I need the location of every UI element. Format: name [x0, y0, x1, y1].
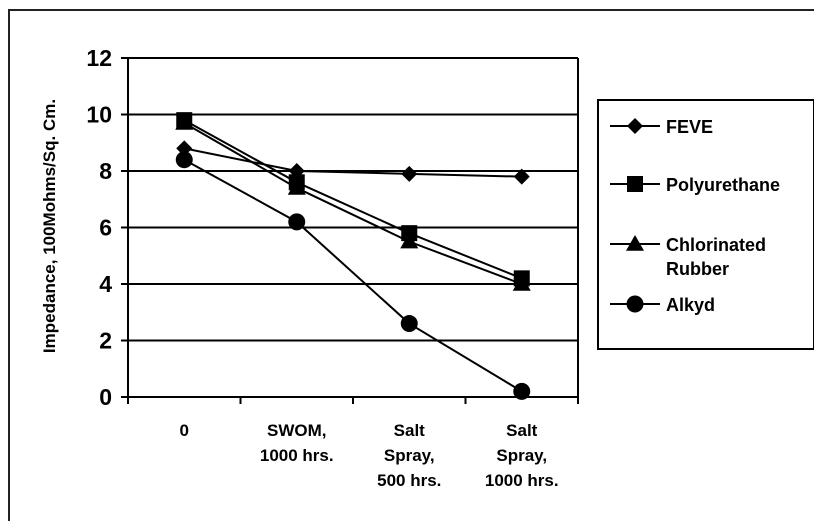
x-tick-label-line: Spray, — [496, 446, 547, 465]
y-tick-label-6: 6 — [99, 215, 112, 241]
series-alkyd — [175, 151, 531, 400]
legend-marker-square — [627, 176, 643, 192]
legend-label: Alkyd — [666, 295, 715, 315]
series-line — [183, 158, 523, 393]
legend-label-line: Alkyd — [666, 295, 715, 315]
data-point-triangle — [512, 275, 531, 291]
data-point-triangle — [400, 232, 419, 249]
data-point-circle — [288, 213, 306, 231]
legend-label: Chlorinated Rubber — [666, 235, 766, 279]
y-axis-label: Impedance, 100Mohms/Sq. Cm. — [40, 99, 59, 353]
legend-label-line: Polyurethane — [666, 175, 780, 195]
x-tick-label-line: 0 — [180, 421, 189, 440]
y-tick-label-0: 0 — [99, 384, 112, 410]
y-tick-label-4: 4 — [99, 271, 112, 297]
x-tick-label-line: 500 hrs. — [377, 471, 441, 490]
data-point-triangle — [175, 113, 194, 130]
x-tick-label-line: Salt — [506, 421, 538, 440]
x-tick-label-line: Salt — [394, 421, 426, 440]
data-point-circle — [400, 315, 418, 333]
y-tick-label-8: 8 — [99, 158, 112, 184]
legend-label-line: Rubber — [666, 259, 729, 279]
data-point-diamond — [513, 168, 530, 185]
x-tick-label-line: 1000 hrs. — [485, 471, 559, 490]
x-tick-label-line: Spray, — [384, 446, 435, 465]
x-tick-label-2: Salt Spray, 500 hrs. — [377, 421, 441, 490]
legend-item-polyurethane: Polyurethane — [610, 175, 780, 195]
y-tick-label-2: 2 — [99, 328, 112, 354]
legend-item-feve: FEVE — [610, 117, 713, 137]
y-tick-label-12: 12 — [86, 45, 112, 71]
x-tick-label-0: 0 — [180, 421, 189, 440]
data-series — [175, 112, 531, 400]
series-chlorinated-rubber — [175, 113, 531, 291]
y-tick-label-10: 10 — [86, 102, 112, 128]
legend-label: Polyurethane — [666, 175, 780, 195]
data-point-triangle — [287, 178, 306, 195]
x-tick-label-line: 1000 hrs. — [260, 446, 334, 465]
x-tick-label-1: SWOM, 1000 hrs. — [260, 421, 334, 465]
series-line — [183, 119, 523, 280]
x-tick-label-3: Salt Spray, 1000 hrs. — [485, 421, 559, 490]
legend-label: FEVE — [666, 117, 713, 137]
x-tick-label-line: SWOM, — [267, 421, 327, 440]
legend-marker-triangle — [626, 235, 644, 251]
legend-marker-diamond — [627, 118, 643, 134]
legend-item-alkyd: Alkyd — [610, 295, 715, 315]
data-point-circle — [175, 151, 193, 169]
gridlines — [128, 57, 578, 342]
legend-label-line: Chlorinated — [666, 235, 766, 255]
legend-marker-circle — [626, 295, 644, 313]
data-point-circle — [513, 382, 531, 400]
series-line — [184, 147, 522, 178]
legend-item-chlorinated-rubber: Chlorinated Rubber — [610, 235, 766, 279]
legend-label-line: FEVE — [666, 117, 713, 137]
data-point-diamond — [401, 165, 418, 182]
axes: 0 2 4 6 8 10 12 0 SWOM, 1000 hrs. Salt Spray, 500 hr… — [86, 45, 579, 490]
legend: FEVE Polyurethane Chlorinated Rubber Alkyd — [597, 99, 814, 350]
series-line — [183, 122, 523, 285]
